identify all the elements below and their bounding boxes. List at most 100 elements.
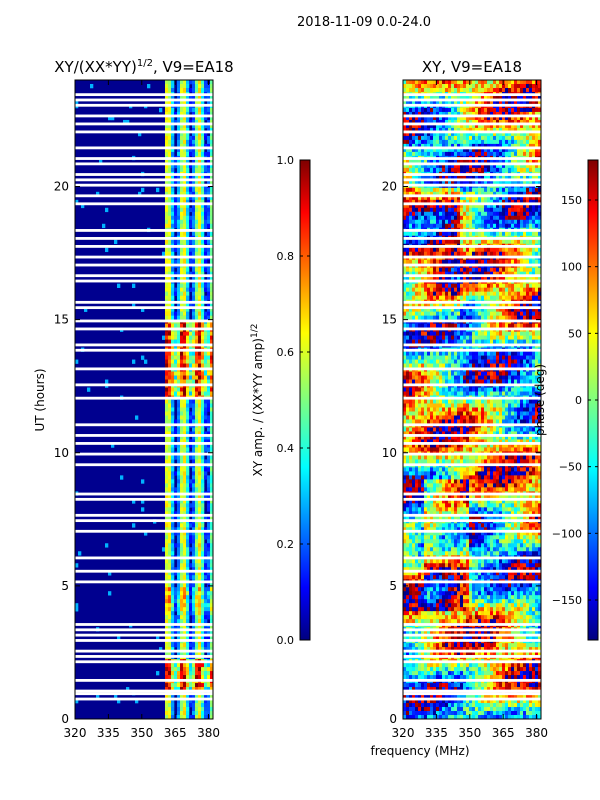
amp-heatmap-cell [165,359,169,364]
phase-heatmap-cell [463,115,467,121]
phase-heatmap-cell [412,191,416,197]
amp-heatmap-cell [189,80,193,85]
phase-heatmap-cell [505,119,509,125]
phase-heatmap-cell [535,207,539,213]
amp-heatmap-cell [180,407,184,412]
phase-heatmap-cell [415,119,419,125]
amp-gap-line [75,649,213,653]
amp-heatmap-cell [198,443,202,448]
amp-heatmap-cell [165,511,169,516]
amp-heatmap-cell [192,191,196,197]
phase-heatmap-cell [508,267,512,272]
phase-heatmap-cell [430,139,434,145]
phase-heatmap-cell [433,259,437,265]
phase-heatmap-cell [499,215,503,221]
phase-heatmap-cell [490,163,494,169]
amp-heatmap-cell [165,467,169,472]
phase-heatmap-cell [526,223,530,229]
amp-heatmap-cell [198,175,202,181]
amp-heatmap-cell [147,83,151,89]
phase-heatmap-cell [457,119,461,125]
phase-heatmap-cell [436,259,440,265]
amp-heatmap-cell [174,431,178,436]
amp-heatmap-cell [195,547,199,552]
phase-heatmap-cell [427,203,431,209]
phase-heatmap-cell [484,131,488,137]
phase-heatmap-cell [481,143,485,149]
amp-heatmap-cell [198,507,202,512]
amp-heatmap-cell [177,571,181,576]
phase-heatmap-cell [412,159,416,165]
amp-heatmap-cell [177,495,181,500]
phase-heatmap-cell [406,147,410,153]
phase-heatmap-cell [418,267,422,272]
amp-heatmap-cell [198,131,202,137]
amp-heatmap-cell [189,663,193,668]
amp-heatmap-cell [186,651,190,656]
phase-heatmap-cell [535,179,539,185]
amp-heatmap-cell [189,419,193,424]
amp-heatmap-cell [180,195,184,201]
phase-heatmap-cell [451,87,455,93]
amp-heatmap-cell [186,603,190,608]
amp-heatmap-cell [192,295,196,300]
amp-heatmap-cell [201,371,205,376]
amp-heatmap-cell [174,631,178,636]
phase-heatmap-cell [505,267,509,272]
phase-heatmap-cell [451,211,455,217]
amp-heatmap-cell [195,167,199,173]
phase-heatmap-cell [412,151,416,157]
amp-heatmap-cell [165,179,169,185]
amp-heatmap-cell [171,479,175,484]
amp-heatmap-cell [198,143,202,149]
amp-cbtick-label: 0.0 [277,634,295,647]
amp-heatmap-cell [183,511,187,516]
phase-heatmap-cell [538,107,542,113]
phase-heatmap-cell [502,135,506,141]
amp-heatmap-cell [210,399,214,404]
phase-heatmap-cell [529,283,533,288]
amp-heatmap-cell [204,267,208,272]
amp-heatmap-cell [180,683,184,688]
amp-heatmap-cell [207,559,211,564]
amp-heatmap-cell [183,595,187,600]
phase-heatmap-cell [418,231,422,237]
amp-heatmap-cell [177,139,181,145]
amp-heatmap-cell [174,607,178,612]
phase-heatmap-cell [445,163,449,169]
phase-heatmap-cell [523,123,527,129]
phase-heatmap-cell [409,275,413,280]
amp-heatmap-cell [195,571,199,576]
amp-heatmap-cell [177,407,181,412]
phase-heatmap-cell [466,159,470,165]
phase-heatmap-cell [418,275,422,280]
phase-heatmap-cell [412,163,416,169]
amp-heatmap-cell [168,495,172,500]
amp-heatmap-cell [180,159,184,165]
amp-heatmap-cell [174,335,178,340]
amp-heatmap-cell [144,359,148,364]
phase-heatmap-cell [427,247,431,253]
phase-heatmap-cell [460,167,464,173]
phase-heatmap-cell [469,83,473,89]
amp-heatmap-cell [165,363,169,368]
phase-heatmap-cell [421,159,425,165]
amp-heatmap-cell [201,571,205,576]
phase-heatmap-cell [445,83,449,89]
phase-heatmap-cell [433,239,437,245]
amp-heatmap-cell [180,539,184,544]
amp-heatmap-cell [186,599,190,604]
amp-heatmap-cell [168,80,172,85]
phase-heatmap-cell [520,187,524,193]
phase-heatmap-cell [424,283,428,288]
amp-heatmap-cell [168,559,172,564]
amp-heatmap-cell [144,531,148,536]
amp-heatmap-cell [180,203,184,209]
amp-heatmap-cell [183,455,187,460]
amp-heatmap-cell [180,215,184,221]
amp-heatmap-cell [207,195,211,201]
amp-heatmap-cell [204,575,208,580]
amp-heatmap-cell [201,107,205,113]
amp-heatmap-cell [201,455,205,460]
phase-heatmap-cell [403,83,407,89]
